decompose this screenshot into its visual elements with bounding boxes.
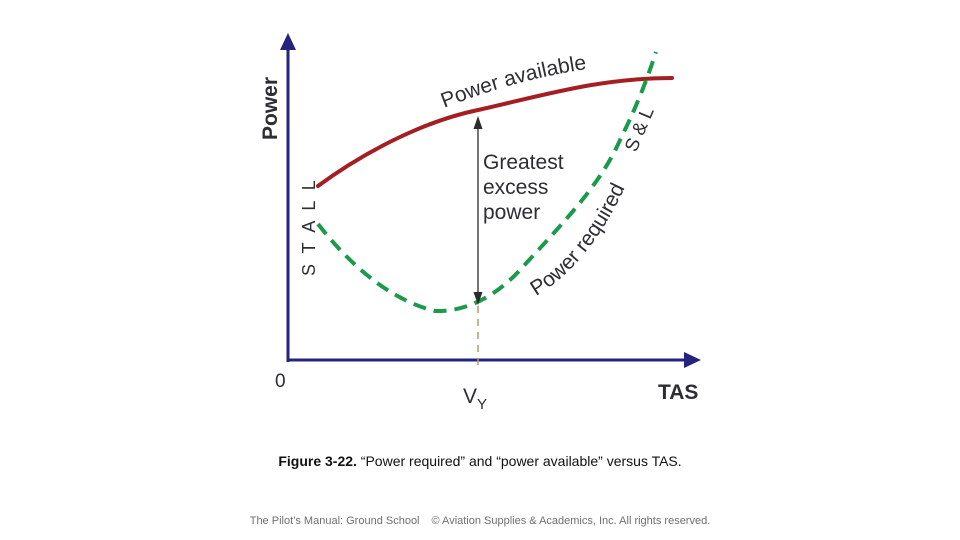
greatest-excess-line-1: Greatest (483, 151, 564, 174)
vy-label: VY (463, 385, 487, 413)
footer-book-title: The Pilot’s Manual: Ground School (249, 515, 420, 527)
figure-caption-text: “Power required” and “power available” v… (356, 453, 682, 469)
stall-label: S T A L L (299, 177, 319, 276)
footer-copyright: © Aviation Supplies & Academics, Inc. Al… (431, 515, 711, 527)
excess-power-arrowhead-top (473, 116, 483, 129)
power-curve-diagram: Power TAS 0 VY S T A L L Power available… (259, 33, 701, 413)
figure-caption: Figure 3-22. “Power required” and “power… (0, 453, 960, 469)
y-axis-arrowhead (280, 33, 296, 50)
x-axis-arrowhead (684, 352, 701, 368)
power-available-curve (316, 76, 674, 188)
excess-power-arrowhead-bottom (473, 292, 483, 305)
x-axis-label: TAS (658, 381, 698, 404)
power-required-curve (316, 51, 658, 314)
figure-number: Figure 3-22. (278, 453, 357, 469)
vy-label-main: V (463, 385, 477, 408)
page-footer: The Pilot’s Manual: Ground School © Aviat… (0, 515, 960, 527)
greatest-excess-label: Greatest excess power (483, 151, 569, 224)
vy-label-sub: Y (477, 396, 487, 413)
origin-label: 0 (275, 371, 286, 392)
y-axis-label: Power (259, 77, 282, 140)
greatest-excess-line-2: excess (483, 176, 548, 199)
greatest-excess-line-3: power (483, 201, 540, 224)
